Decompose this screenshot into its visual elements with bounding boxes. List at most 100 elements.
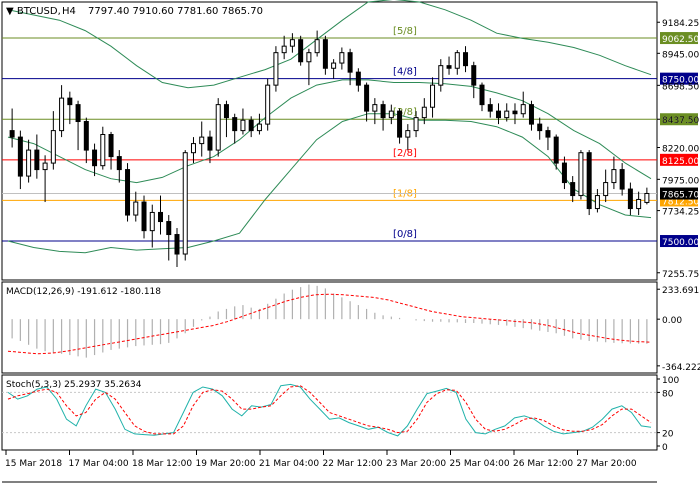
candle[interactable]: [273, 46, 279, 92]
level-price-tag-text: 8750.00: [662, 76, 699, 86]
candle[interactable]: [42, 155, 48, 203]
candle[interactable]: [380, 100, 386, 131]
candle[interactable]: [306, 48, 312, 86]
candle[interactable]: [512, 103, 518, 125]
candle[interactable]: [561, 156, 567, 190]
candle-body: [322, 39, 328, 69]
candle-body: [339, 52, 345, 64]
candle-body: [158, 211, 164, 223]
candle[interactable]: [487, 98, 493, 118]
stoch-title: Stoch(5,3,3) 25.2937 35.2634: [6, 380, 142, 390]
candle[interactable]: [298, 35, 304, 66]
candle[interactable]: [537, 117, 543, 140]
candle[interactable]: [116, 150, 122, 183]
candle[interactable]: [355, 68, 361, 92]
candle[interactable]: [331, 59, 337, 79]
candle-body: [289, 39, 295, 47]
candle[interactable]: [215, 98, 221, 157]
candle[interactable]: [83, 117, 89, 164]
candle[interactable]: [199, 121, 205, 157]
candle[interactable]: [545, 126, 551, 151]
candle[interactable]: [256, 113, 262, 135]
candle[interactable]: [67, 91, 73, 125]
candle[interactable]: [413, 111, 419, 138]
candle-body: [512, 110, 518, 115]
candle[interactable]: [100, 126, 106, 170]
candle[interactable]: [59, 85, 65, 138]
candle[interactable]: [265, 78, 271, 131]
candle-body: [487, 104, 493, 112]
candle[interactable]: [619, 163, 625, 196]
candle-body: [215, 104, 221, 151]
candle[interactable]: [17, 130, 23, 190]
candle[interactable]: [149, 204, 155, 248]
candle[interactable]: [289, 33, 295, 53]
candle[interactable]: [611, 156, 617, 190]
candle-body: [553, 136, 559, 164]
candle[interactable]: [578, 150, 584, 200]
candle[interactable]: [182, 150, 188, 261]
candle[interactable]: [405, 124, 411, 151]
candle[interactable]: [339, 47, 345, 70]
candle[interactable]: [520, 91, 526, 118]
candle[interactable]: [207, 130, 213, 164]
candle-body: [83, 121, 89, 151]
candle[interactable]: [421, 98, 427, 125]
candle[interactable]: [223, 100, 229, 138]
candle[interactable]: [314, 30, 320, 57]
candle[interactable]: [570, 176, 576, 203]
candle-body: [232, 117, 238, 132]
candle[interactable]: [553, 134, 559, 170]
candle[interactable]: [50, 111, 56, 170]
candle[interactable]: [125, 163, 131, 222]
candle[interactable]: [454, 50, 460, 75]
candle[interactable]: [364, 82, 370, 122]
candle[interactable]: [528, 100, 534, 131]
candle[interactable]: [463, 46, 469, 73]
candle[interactable]: [594, 189, 600, 213]
candle[interactable]: [438, 59, 444, 92]
candle[interactable]: [495, 103, 501, 125]
candle[interactable]: [26, 139, 32, 183]
candle[interactable]: [141, 195, 147, 239]
candle[interactable]: [479, 82, 485, 112]
candle[interactable]: [108, 131, 114, 170]
candle[interactable]: [586, 150, 592, 216]
candle[interactable]: [603, 169, 609, 203]
candle[interactable]: [636, 191, 642, 216]
candle-body: [281, 45, 287, 54]
candle[interactable]: [240, 108, 246, 135]
candle[interactable]: [430, 77, 436, 118]
level-price-tag: [660, 153, 698, 166]
candle[interactable]: [627, 182, 633, 216]
candle[interactable]: [75, 100, 81, 151]
candle[interactable]: [388, 104, 394, 125]
candle[interactable]: [34, 134, 40, 179]
candle[interactable]: [322, 35, 328, 75]
candle[interactable]: [9, 108, 15, 148]
candle[interactable]: [92, 143, 98, 177]
candle[interactable]: [190, 137, 196, 164]
candle-body: [116, 156, 122, 171]
candle[interactable]: [471, 61, 477, 99]
candle[interactable]: [504, 103, 510, 122]
candle[interactable]: [133, 191, 139, 222]
candle[interactable]: [232, 113, 238, 144]
candle-body: [42, 162, 48, 171]
candle[interactable]: [248, 116, 254, 138]
current-price-tag: [660, 187, 698, 200]
candle[interactable]: [158, 195, 164, 235]
candle[interactable]: [347, 48, 353, 86]
candle-body: [454, 52, 460, 69]
candle[interactable]: [281, 35, 287, 60]
candle[interactable]: [166, 215, 172, 261]
candle[interactable]: [174, 228, 180, 268]
candle[interactable]: [397, 108, 403, 144]
candle[interactable]: [644, 187, 650, 205]
macd-y-tick-label: 0.00: [662, 316, 682, 326]
candle[interactable]: [446, 56, 452, 75]
candle[interactable]: [372, 98, 378, 125]
x-tick-label: 25 Mar 04:00: [450, 459, 510, 469]
